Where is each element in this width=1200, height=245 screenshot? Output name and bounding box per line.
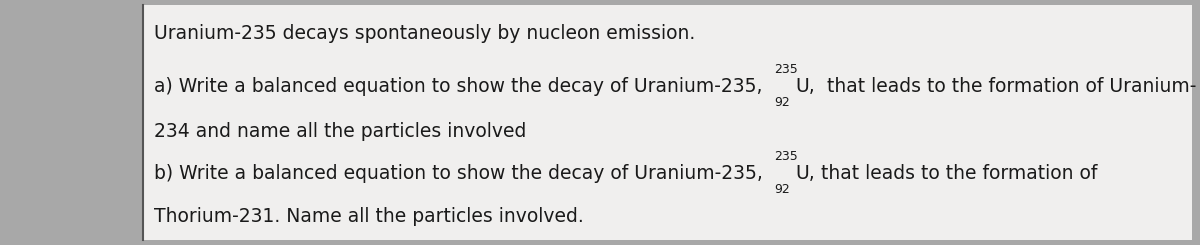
Text: Thorium-231. Name all the particles involved.: Thorium-231. Name all the particles invo… <box>154 207 583 226</box>
Text: a) Write a balanced equation to show the decay of Uranium-235,: a) Write a balanced equation to show the… <box>154 77 768 97</box>
Text: that leads to the formation of Uranium-: that leads to the formation of Uranium- <box>815 77 1196 97</box>
FancyBboxPatch shape <box>142 5 1192 240</box>
Text: 235: 235 <box>774 63 798 76</box>
Text: that leads to the formation of: that leads to the formation of <box>815 164 1097 184</box>
Text: 234 and name all the particles involved: 234 and name all the particles involved <box>154 122 526 141</box>
Text: U,: U, <box>796 164 815 184</box>
Text: 92: 92 <box>774 96 790 110</box>
Text: Uranium-235 decays spontaneously by nucleon emission.: Uranium-235 decays spontaneously by nucl… <box>154 24 695 43</box>
Text: U,: U, <box>796 77 815 97</box>
Text: 92: 92 <box>774 183 790 196</box>
Text: 235: 235 <box>774 150 798 163</box>
Text: b) Write a balanced equation to show the decay of Uranium-235,: b) Write a balanced equation to show the… <box>154 164 768 184</box>
